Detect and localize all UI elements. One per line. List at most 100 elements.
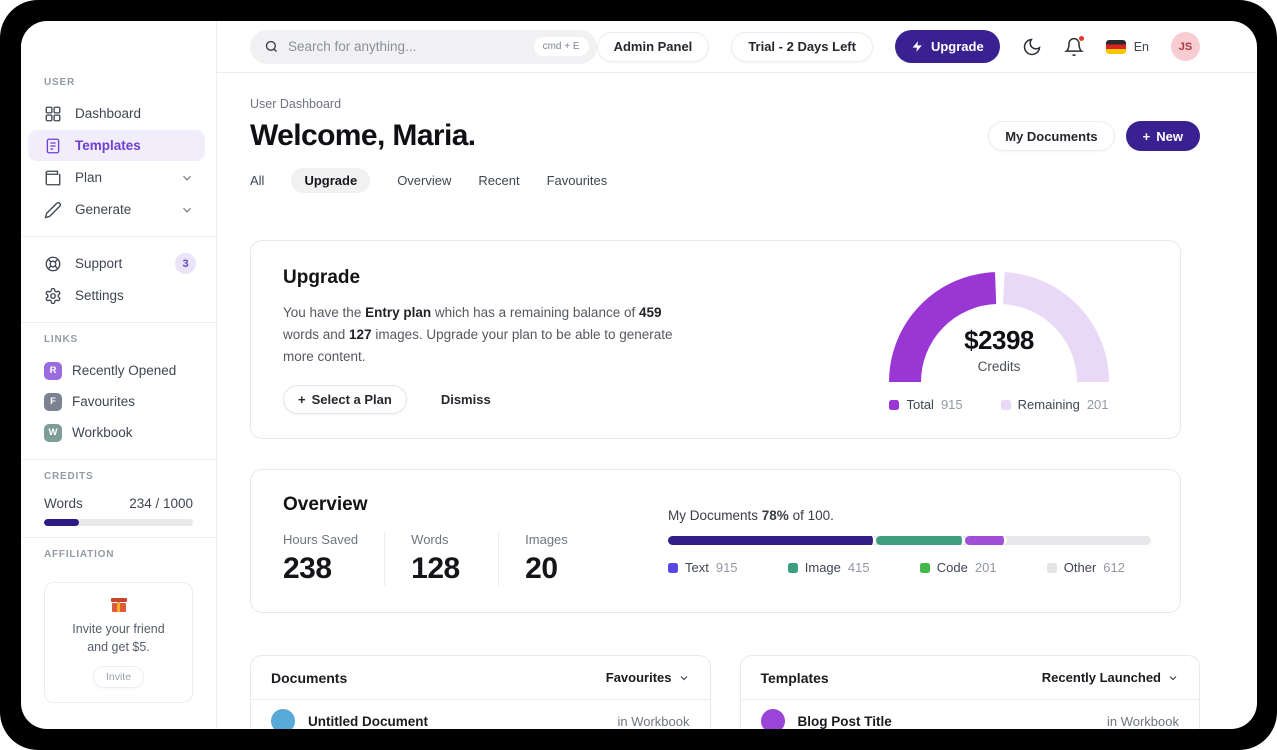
notifications-button[interactable] [1063, 34, 1085, 57]
upgrade-button[interactable]: Upgrade [894, 30, 1000, 63]
sidebar-item-support[interactable]: Support 3 [28, 248, 205, 279]
topbar: cmd + E Admin Panel Trial - 2 Days Left … [217, 21, 1257, 73]
plus-icon: + [298, 391, 306, 407]
new-button[interactable]: + New [1125, 121, 1200, 151]
sidebar-divider [21, 459, 216, 460]
pencil-icon [44, 201, 61, 218]
affiliation-text-line2: and get $5. [87, 640, 150, 655]
tab-favourites[interactable]: Favourites [546, 173, 608, 188]
sidebar-item-generate[interactable]: Generate [28, 194, 205, 225]
sidebar-divider [21, 322, 216, 323]
bar-legend-code: Code 201 [919, 560, 997, 575]
upgrade-card-title: Upgrade [283, 267, 361, 288]
templates-filter-dropdown[interactable]: Recently Launched [1042, 670, 1179, 685]
search-shortcut-hint: cmd + E [533, 37, 589, 56]
sidebar-item-dashboard[interactable]: Dashboard [28, 98, 205, 129]
stat-hours-saved: Hours Saved 238 [283, 532, 386, 586]
documents-filter-dropdown[interactable]: Favourites [606, 670, 690, 685]
tab-overview[interactable]: Overview [397, 173, 452, 188]
sidebar-item-templates[interactable]: Templates [28, 130, 205, 161]
app-window: USER Dashboard Templates Plan Generate [21, 21, 1257, 729]
chevron-down-icon [183, 175, 191, 181]
legend-swatch [787, 562, 798, 573]
tab-all[interactable]: All [250, 173, 265, 188]
stat-images: Images 20 [525, 532, 568, 585]
link-label: Recently Opened [72, 363, 177, 378]
template-title: Blog Post Title [797, 713, 892, 729]
sidebar-item-label: Support [75, 256, 123, 271]
legend-swatch [919, 562, 930, 573]
bar-legend-text: Text 915 [668, 560, 738, 575]
tab-recent[interactable]: Recent [478, 173, 520, 188]
chevron-down-icon [183, 207, 191, 213]
search-icon [265, 40, 277, 52]
my-documents-button[interactable]: My Documents [988, 121, 1115, 151]
sidebar-section-links: LINKS [44, 334, 78, 345]
plus-icon: + [1142, 128, 1151, 144]
document-location: in Workbook [617, 713, 690, 729]
affiliation-card: Invite your friend and get $5. Invite [44, 582, 193, 704]
link-letter-avatar: R [44, 361, 62, 380]
sidebar-item-label: Plan [75, 170, 103, 185]
dark-mode-toggle[interactable] [1022, 37, 1042, 57]
sidebar-item-label: Settings [75, 288, 124, 303]
content-area: User Dashboard Welcome, Maria. My Docume… [217, 73, 1257, 729]
upgrade-card: Upgrade You have the Entry plan which ha… [250, 240, 1181, 439]
sidebar-link-recently-opened[interactable]: R Recently Opened [21, 355, 216, 386]
select-plan-button[interactable]: + Select a Plan [283, 384, 407, 414]
gear-icon [45, 287, 61, 304]
wallet-icon [45, 170, 61, 185]
invite-button[interactable]: Invite [92, 666, 145, 689]
language-label[interactable]: En [1133, 39, 1149, 54]
documents-card-title: Documents [271, 669, 348, 686]
bar-segment-code [965, 536, 1008, 545]
sidebar-item-plan[interactable]: Plan [28, 162, 205, 193]
legend-swatch [1046, 562, 1057, 573]
templates-icon [46, 138, 60, 153]
bar-legend-other: Other 612 [1046, 560, 1125, 575]
lightning-bolt-icon [912, 41, 922, 52]
link-label: Workbook [72, 425, 133, 440]
sidebar-link-workbook[interactable]: W Workbook [21, 417, 216, 448]
gift-icon [110, 596, 127, 612]
legend-swatch [889, 399, 900, 410]
user-avatar[interactable]: JS [1171, 32, 1200, 61]
moon-icon [1023, 38, 1041, 55]
sidebar-link-favourites[interactable]: F Favourites [21, 386, 216, 417]
affiliation-text-line1: Invite your friend [72, 622, 165, 636]
upgrade-card-body: You have the Entry plan which has a rema… [283, 305, 673, 364]
tab-upgrade[interactable]: Upgrade [291, 168, 371, 193]
german-flag-icon[interactable] [1105, 39, 1126, 54]
chevron-down-icon [1169, 675, 1177, 680]
sidebar-item-label: Templates [75, 138, 141, 153]
documents-progress-caption: My Documents 78% of 100. [668, 508, 834, 523]
template-list-item[interactable]: Blog Post Title in Workbook [741, 700, 1200, 729]
overview-card: Overview Hours Saved 238 Words 128 Image… [250, 469, 1181, 613]
link-letter-avatar: W [44, 423, 62, 442]
document-avatar [271, 709, 295, 729]
gauge-arc-chart [889, 272, 1109, 383]
search-input[interactable] [288, 39, 525, 54]
document-list-item[interactable]: Untitled Document in Workbook [251, 700, 710, 729]
search-bar[interactable]: cmd + E [250, 29, 597, 64]
sidebar-divider [21, 537, 216, 538]
gauge-label: Credits [977, 359, 1021, 374]
legend-swatch [668, 562, 678, 573]
link-letter-avatar: F [44, 392, 62, 411]
sidebar-section-affiliation: AFFILIATION [44, 549, 115, 560]
sidebar-item-settings[interactable]: Settings [28, 280, 205, 311]
templates-card: Templates Recently Launched Blog Post Ti… [739, 655, 1200, 729]
notification-dot [1077, 34, 1085, 42]
gauge-legend-remaining: Remaining 201 [1000, 397, 1109, 412]
admin-panel-button[interactable]: Admin Panel [596, 31, 710, 62]
bar-segment-image [875, 536, 966, 545]
dismiss-button[interactable]: Dismiss [440, 391, 491, 407]
sidebar-section-user: USER [44, 77, 75, 88]
bar-segment-text [668, 536, 876, 545]
template-location: in Workbook [1106, 713, 1179, 729]
templates-card-title: Templates [760, 669, 829, 686]
credits-value: 234 / 1000 [129, 496, 193, 511]
gauge-value: $2398 [964, 325, 1034, 355]
credits-progress-fill [44, 519, 79, 526]
trial-status-badge[interactable]: Trial - 2 Days Left [731, 31, 873, 62]
